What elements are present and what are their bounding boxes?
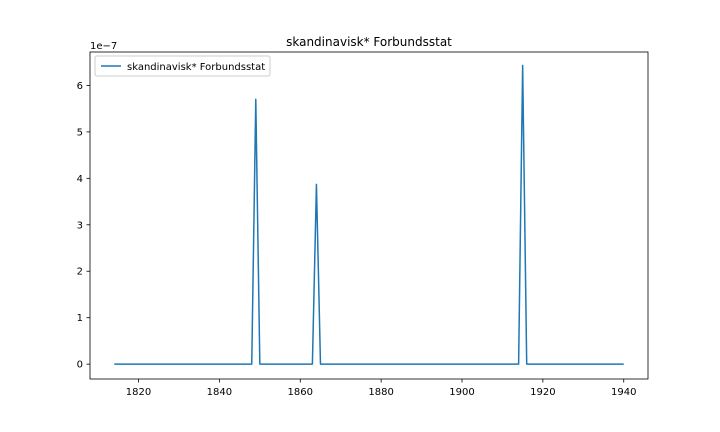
chart-title: skandinavisk* Forbundsstat [286,35,452,49]
x-tick-label: 1860 [288,387,313,398]
x-tick-label: 1940 [611,387,636,398]
y-tick-label: 1 [77,313,83,324]
axes: 1820 1840 1860 1880 1900 1920 1940 0 1 2 3 4 5 6 [77,51,649,398]
x-tick-label: 1840 [207,387,232,398]
legend-entry-label: skandinavisk* Forbundsstat [127,62,265,73]
x-tick-label: 1900 [449,387,474,398]
plot-area [114,64,624,365]
y-tick-label: 6 [77,81,83,92]
legend: skandinavisk* Forbundsstat [94,55,271,77]
y-tick-label: 4 [77,174,83,185]
axes-frame [89,51,649,380]
legend-box [94,55,271,77]
series-line-0 [114,64,624,365]
y-tick-label: 5 [77,127,83,138]
x-tick-label: 1880 [368,387,393,398]
y-tick-label: 0 [77,360,83,371]
y-tick-label: 3 [77,220,83,231]
x-tick-label: 1920 [530,387,555,398]
x-tick-label: 1820 [126,387,151,398]
y-tick-label: 2 [77,267,83,278]
y-axis-offset-label: 1e−7 [90,41,117,52]
